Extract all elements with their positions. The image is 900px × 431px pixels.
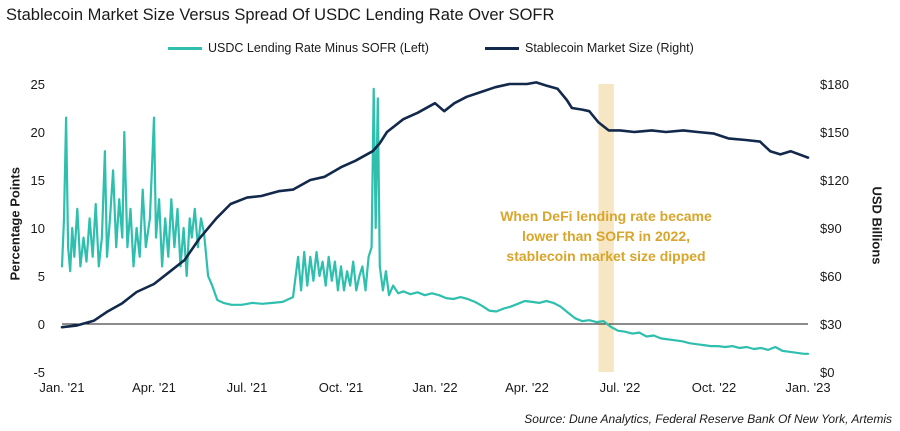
annotation-line: When DeFi lending rate became	[500, 208, 712, 224]
y-left-tick-label: 0	[38, 317, 45, 332]
highlight-band-layer	[598, 84, 614, 372]
x-tick-label: Jul. '21	[227, 380, 268, 395]
x-tick-label: Jan. '22	[412, 380, 457, 395]
y-right-tick-label: $90	[820, 221, 842, 236]
x-tick-label: Jan. '21	[39, 380, 84, 395]
series-line-market	[60, 81, 810, 329]
legend-swatch-spread	[168, 46, 202, 50]
y-left-tick-label: 15	[31, 173, 45, 188]
annotation-line: stablecoin market size dipped	[506, 248, 706, 264]
annotation: When DeFi lending rate became lower than…	[466, 206, 746, 266]
y-left-tick-label: 5	[38, 269, 45, 284]
legend-label-spread: USDC Lending Rate Minus SOFR (Left)	[208, 41, 429, 55]
x-tick-label: Apr. '22	[505, 380, 549, 395]
annotation-line: lower than SOFR in 2022,	[521, 228, 691, 244]
y-left-tick-label: -5	[33, 365, 45, 380]
y-axis-left-label: Percentage Points	[7, 167, 23, 281]
x-tick-label: Apr. '21	[132, 380, 176, 395]
series-layer	[60, 81, 810, 355]
legend-swatch-market	[485, 46, 519, 50]
y-right-tick-label: $120	[820, 173, 849, 188]
legend-item-spread: USDC Lending Rate Minus SOFR (Left)	[168, 41, 429, 55]
y-right-tick-label: $30	[820, 317, 842, 332]
x-tick-label: Jan. '23	[785, 380, 830, 395]
y-right-tick-label: $0	[820, 365, 834, 380]
highlight-band	[598, 84, 614, 372]
legend: USDC Lending Rate Minus SOFR (Left) Stab…	[0, 41, 900, 59]
x-tick-label: Jul. '22	[600, 380, 641, 395]
x-tick-label: Oct. '22	[692, 380, 736, 395]
legend-item-market: Stablecoin Market Size (Right)	[485, 41, 694, 55]
legend-label-market: Stablecoin Market Size (Right)	[525, 41, 694, 55]
series-line-spread	[60, 87, 810, 355]
x-tick-label: Oct. '21	[319, 380, 363, 395]
y-axis-right-label: USD Billions	[869, 186, 885, 265]
y-left-tick-label: 20	[31, 125, 45, 140]
source-note: Source: Dune Analytics, Federal Reserve …	[524, 412, 892, 426]
y-right-tick-label: $150	[820, 125, 849, 140]
y-right-tick-label: $60	[820, 269, 842, 284]
y-right-tick-label: $180	[820, 77, 849, 92]
y-left-tick-label: 25	[31, 77, 45, 92]
tick-labels-layer: Jan. '21 Apr. '21 Jul. '21 Oct. '21 Jan. '22…	[31, 77, 849, 395]
chart-title: Stablecoin Market Size Versus Spread Of …	[6, 6, 555, 24]
y-left-tick-label: 10	[31, 221, 45, 236]
